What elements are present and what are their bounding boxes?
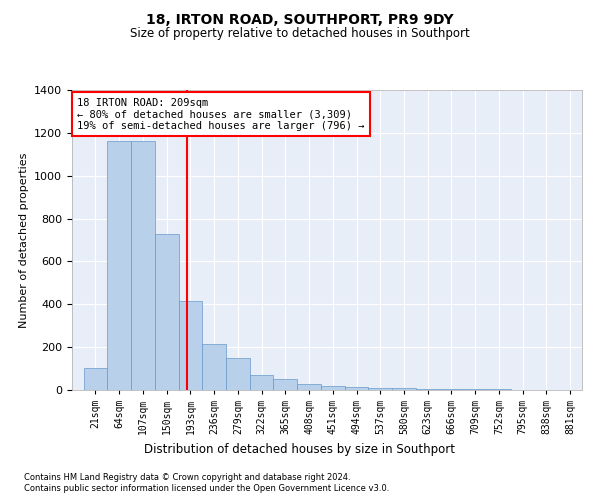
Text: 18, IRTON ROAD, SOUTHPORT, PR9 9DY: 18, IRTON ROAD, SOUTHPORT, PR9 9DY <box>146 12 454 26</box>
Text: Contains public sector information licensed under the Open Government Licence v3: Contains public sector information licen… <box>24 484 389 493</box>
Bar <box>155 234 179 390</box>
Y-axis label: Number of detached properties: Number of detached properties <box>19 152 29 328</box>
Bar <box>392 388 416 390</box>
Text: Contains HM Land Registry data © Crown copyright and database right 2024.: Contains HM Land Registry data © Crown c… <box>24 472 350 482</box>
Bar <box>274 380 297 390</box>
Bar <box>83 368 107 390</box>
Bar <box>202 344 226 390</box>
Bar <box>368 388 392 390</box>
Text: Distribution of detached houses by size in Southport: Distribution of detached houses by size … <box>145 442 455 456</box>
Bar <box>321 386 344 390</box>
Bar <box>297 384 321 390</box>
Bar <box>226 358 250 390</box>
Bar <box>250 375 274 390</box>
Text: 18 IRTON ROAD: 209sqm
← 80% of detached houses are smaller (3,309)
19% of semi-d: 18 IRTON ROAD: 209sqm ← 80% of detached … <box>77 98 365 130</box>
Text: Size of property relative to detached houses in Southport: Size of property relative to detached ho… <box>130 28 470 40</box>
Bar <box>440 389 463 390</box>
Bar <box>179 301 202 390</box>
Bar <box>416 389 440 390</box>
Bar <box>107 142 131 390</box>
Bar <box>131 142 155 390</box>
Bar <box>344 387 368 390</box>
